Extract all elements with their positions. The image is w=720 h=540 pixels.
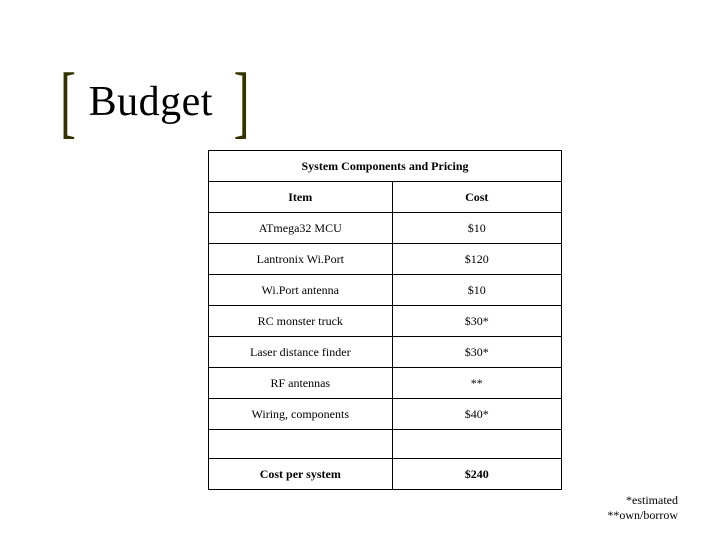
- cell-item: RC monster truck: [209, 306, 393, 337]
- cell-cost: $30*: [392, 306, 561, 337]
- cell-cost: $40*: [392, 399, 561, 430]
- table-row: RC monster truck $30*: [209, 306, 562, 337]
- left-bracket-icon: [: [60, 62, 76, 142]
- cell-cost: $30*: [392, 337, 561, 368]
- table-total-row: Cost per system $240: [209, 459, 562, 490]
- cell-item: Wi.Port antenna: [209, 275, 393, 306]
- table-row: RF antennas **: [209, 368, 562, 399]
- table-row: Laser distance finder $30*: [209, 337, 562, 368]
- table-blank-row: [209, 430, 562, 459]
- cell-cost: $10: [392, 275, 561, 306]
- table-caption: System Components and Pricing: [209, 151, 562, 182]
- budget-table-container: System Components and Pricing Item Cost …: [208, 150, 562, 490]
- table-row: Wiring, components $40*: [209, 399, 562, 430]
- slide-title: Budget: [87, 78, 217, 126]
- slide-title-block: [ Budget ]: [60, 62, 250, 142]
- cell-item: RF antennas: [209, 368, 393, 399]
- cell-item: Lantronix Wi.Port: [209, 244, 393, 275]
- footnote-line: **own/borrow: [607, 508, 678, 524]
- footnote-line: *estimated: [607, 493, 678, 509]
- footnotes: *estimated **own/borrow: [607, 493, 678, 524]
- right-bracket-icon: ]: [234, 62, 250, 142]
- cell-cost: $10: [392, 213, 561, 244]
- cell-cost: $120: [392, 244, 561, 275]
- table-header-row: Item Cost: [209, 182, 562, 213]
- cell-item: Wiring, components: [209, 399, 393, 430]
- cell-blank: [392, 430, 561, 459]
- cell-item: Laser distance finder: [209, 337, 393, 368]
- table-caption-row: System Components and Pricing: [209, 151, 562, 182]
- total-value: $240: [392, 459, 561, 490]
- col-header-item: Item: [209, 182, 393, 213]
- cell-cost: **: [392, 368, 561, 399]
- total-label: Cost per system: [209, 459, 393, 490]
- table-row: Lantronix Wi.Port $120: [209, 244, 562, 275]
- table-row: Wi.Port antenna $10: [209, 275, 562, 306]
- cell-blank: [209, 430, 393, 459]
- budget-table: System Components and Pricing Item Cost …: [208, 150, 562, 490]
- table-row: ATmega32 MCU $10: [209, 213, 562, 244]
- col-header-cost: Cost: [392, 182, 561, 213]
- cell-item: ATmega32 MCU: [209, 213, 393, 244]
